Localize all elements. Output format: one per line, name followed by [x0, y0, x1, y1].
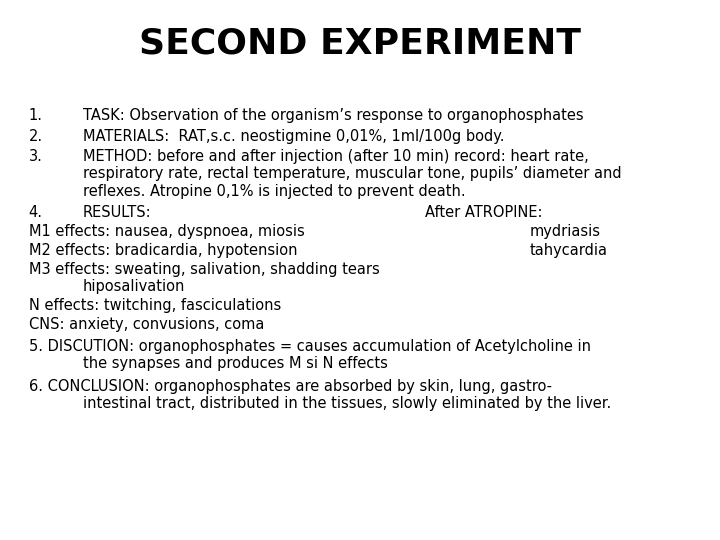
Text: CNS: anxiety, convusions, coma: CNS: anxiety, convusions, coma [29, 317, 264, 332]
Text: After ATROPINE:: After ATROPINE: [425, 205, 542, 220]
Text: 5. DISCUTION: organophosphates = causes accumulation of Acetylcholine in: 5. DISCUTION: organophosphates = causes … [29, 339, 591, 354]
Text: 2.: 2. [29, 129, 43, 144]
Text: hiposalivation: hiposalivation [83, 279, 185, 294]
Text: 4.: 4. [29, 205, 42, 220]
Text: 1.: 1. [29, 108, 42, 123]
Text: M2 effects: bradicardia, hypotension: M2 effects: bradicardia, hypotension [29, 243, 297, 258]
Text: RESULTS:: RESULTS: [83, 205, 151, 220]
Text: TASK: Observation of the organism’s response to organophosphates: TASK: Observation of the organism’s resp… [83, 108, 583, 123]
Text: the synapses and produces M si N effects: the synapses and produces M si N effects [83, 356, 387, 372]
Text: tahycardia: tahycardia [529, 243, 607, 258]
Text: reflexes. Atropine 0,1% is injected to prevent death.: reflexes. Atropine 0,1% is injected to p… [83, 184, 465, 199]
Text: 6. CONCLUSION: organophosphates are absorbed by skin, lung, gastro-: 6. CONCLUSION: organophosphates are abso… [29, 379, 552, 394]
Text: intestinal tract, distributed in the tissues, slowly eliminated by the liver.: intestinal tract, distributed in the tis… [83, 396, 611, 411]
Text: MATERIALS:  RAT,s.c. neostigmine 0,01%, 1ml/100g body.: MATERIALS: RAT,s.c. neostigmine 0,01%, 1… [83, 129, 504, 144]
Text: N effects: twitching, fasciculations: N effects: twitching, fasciculations [29, 298, 281, 313]
Text: M3 effects: sweating, salivation, shadding tears: M3 effects: sweating, salivation, shaddi… [29, 262, 379, 277]
Text: SECOND EXPERIMENT: SECOND EXPERIMENT [139, 27, 581, 61]
Text: respiratory rate, rectal temperature, muscular tone, pupils’ diameter and: respiratory rate, rectal temperature, mu… [83, 166, 621, 181]
Text: METHOD: before and after injection (after 10 min) record: heart rate,: METHOD: before and after injection (afte… [83, 149, 588, 164]
Text: M1 effects: nausea, dyspnoea, miosis: M1 effects: nausea, dyspnoea, miosis [29, 224, 305, 239]
Text: mydriasis: mydriasis [529, 224, 600, 239]
Text: 3.: 3. [29, 149, 42, 164]
